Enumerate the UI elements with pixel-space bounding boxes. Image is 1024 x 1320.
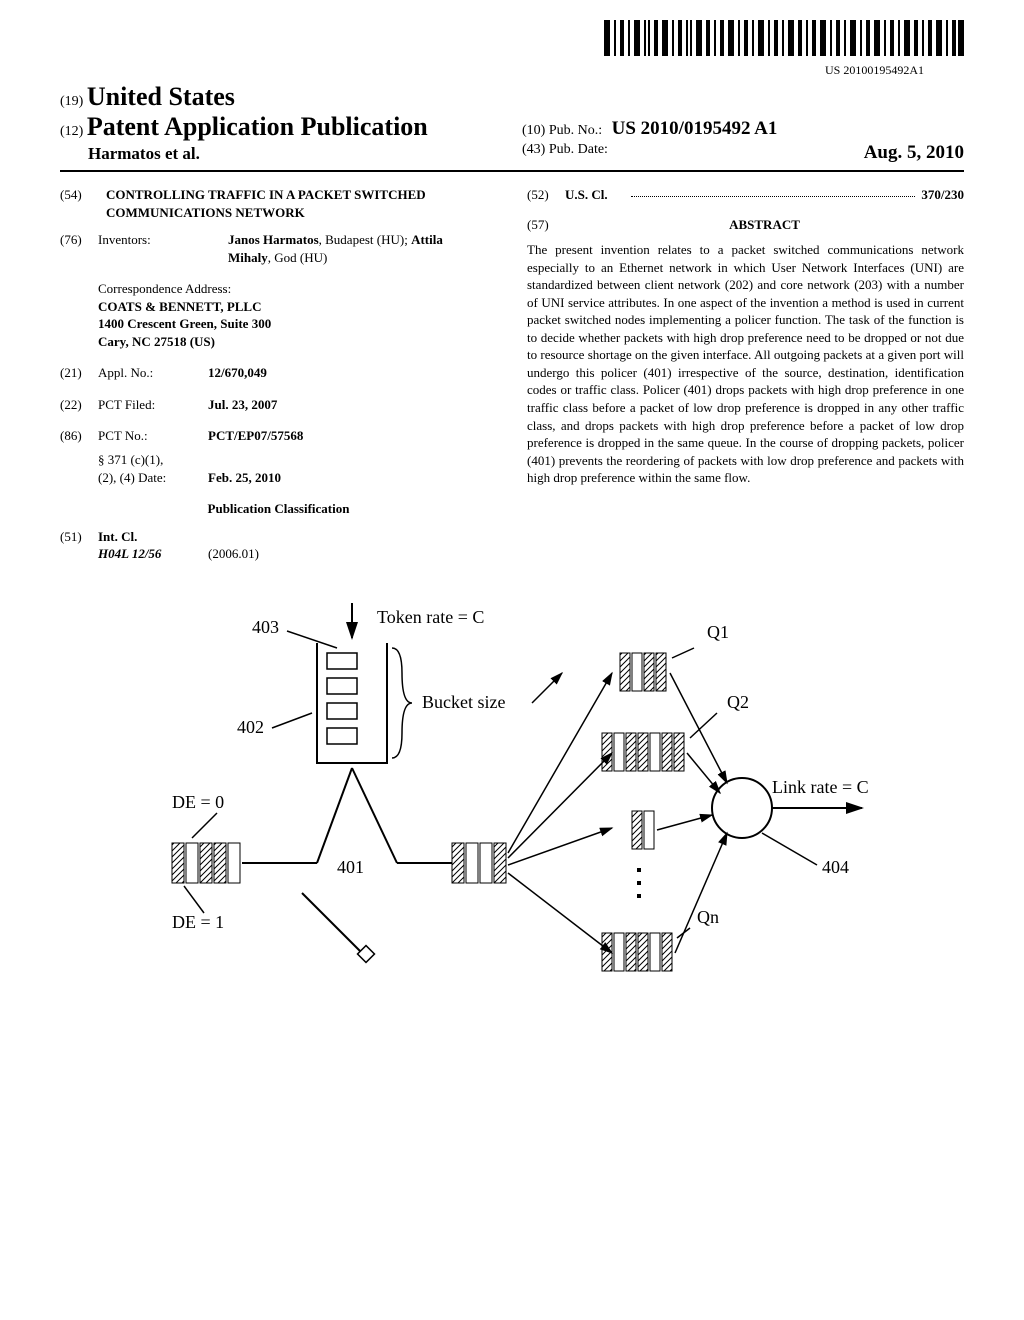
inv2-loc: , God (HU): [268, 250, 328, 265]
corr-line-2: 1400 Crescent Green, Suite 300: [98, 315, 497, 333]
pub-type: Patent Application Publication: [87, 112, 428, 141]
intcl-sub: H04L 12/56 (2006.01): [98, 545, 497, 563]
code-10: (10): [522, 123, 545, 138]
code-51: (51): [60, 528, 98, 546]
code-57: (57): [527, 216, 565, 242]
uscl-label: U.S. Cl.: [565, 186, 625, 204]
figure-diagram: Token rate = C 403 Bucket size 402 DE = …: [142, 593, 882, 1013]
fig-label-403: 403: [252, 617, 279, 637]
title: CONTROLLING TRAFFIC IN A PACKET SWITCHED…: [98, 186, 497, 221]
fig-q3: [632, 811, 654, 849]
inventors-label: Inventors:: [98, 231, 228, 266]
corr-line-1: COATS & BENNETT, PLLC: [98, 298, 497, 316]
header-left: (19) United States (12) Patent Applicati…: [60, 82, 502, 164]
pub-date: Aug. 5, 2010: [864, 142, 964, 164]
fig-qn-label: Qn: [697, 907, 719, 927]
country-line: (19) United States: [60, 82, 502, 112]
pub-date-line: (43) Pub. Date: Aug. 5, 2010: [522, 142, 964, 164]
pub-no-label: Pub. No.:: [549, 123, 602, 138]
pub-date-label: Pub. Date:: [549, 142, 608, 157]
barcode-area: US 20100195492A1: [60, 20, 964, 78]
pct-filed-row: (22) PCT Filed: Jul. 23, 2007: [60, 396, 497, 414]
fig-de0: DE = 0: [172, 792, 224, 812]
pub-class-heading: Publication Classification: [60, 500, 497, 518]
s371-label: § 371 (c)(1),: [98, 451, 497, 469]
pct-no: PCT/EP07/57568: [208, 427, 303, 445]
header-row: (19) United States (12) Patent Applicati…: [60, 82, 964, 164]
fig-q2: [602, 733, 684, 771]
appl-no-label: Appl. No.:: [98, 364, 208, 382]
intcl-class: H04L 12/56: [98, 545, 208, 563]
fig-qn: [602, 933, 672, 971]
code-86: (86): [60, 427, 98, 445]
code-21: (21): [60, 364, 98, 382]
inventors-value: Janos Harmatos, Budapest (HU); Attila Mi…: [228, 231, 468, 266]
uscl-val: 370/230: [921, 186, 964, 204]
correspondence-block: Correspondence Address: COATS & BENNETT,…: [98, 280, 497, 350]
abstract-heading-row: (57) ABSTRACT: [527, 216, 964, 242]
fig-mid-queue: [452, 843, 506, 883]
fig-label-401: 401: [337, 857, 364, 877]
appl-no: 12/670,049: [208, 364, 267, 382]
code-54: (54): [60, 186, 98, 221]
figure-area: Token rate = C 403 Bucket size 402 DE = …: [60, 593, 964, 1018]
code-43: (43): [522, 142, 545, 157]
pct-filed: Jul. 23, 2007: [208, 396, 277, 414]
uscl-row: (52) U.S. Cl. 370/230: [527, 186, 964, 204]
right-column: (52) U.S. Cl. 370/230 (57) ABSTRACT The …: [527, 186, 964, 563]
patent-page: US 20100195492A1 (19) United States (12)…: [0, 0, 1024, 1058]
s371-sub: (2), (4) Date:: [98, 469, 208, 487]
fig-label-404: 404: [822, 857, 849, 877]
inv1-name: Janos Harmatos: [228, 232, 319, 247]
barcode-icon: [604, 20, 964, 56]
code-76: (76): [60, 231, 98, 266]
pct-filed-label: PCT Filed:: [98, 396, 208, 414]
s371-block: § 371 (c)(1), (2), (4) Date: Feb. 25, 20…: [98, 451, 497, 486]
code-22: (22): [60, 396, 98, 414]
abstract-heading: ABSTRACT: [565, 216, 964, 234]
fig-bucket-size: Bucket size: [422, 692, 505, 712]
inventors-block: (76) Inventors: Janos Harmatos, Budapest…: [60, 231, 497, 266]
abstract-text: The present invention relates to a packe…: [527, 241, 964, 487]
fig-token-rate: Token rate = C: [377, 607, 484, 627]
fig-q1: [620, 653, 666, 691]
fig-label-402: 402: [237, 717, 264, 737]
pub-no: US 2010/0195492 A1: [612, 118, 778, 139]
intcl-date: (2006.01): [208, 545, 259, 563]
pct-no-label: PCT No.:: [98, 427, 208, 445]
title-block: (54) CONTROLLING TRAFFIC IN A PACKET SWI…: [60, 186, 497, 221]
biblio-columns: (54) CONTROLLING TRAFFIC IN A PACKET SWI…: [60, 186, 964, 563]
fig-link-rate: Link rate = C: [772, 777, 869, 797]
code-12: (12): [60, 124, 83, 139]
code-52: (52): [527, 186, 565, 204]
appl-no-row: (21) Appl. No.: 12/670,049: [60, 364, 497, 382]
authors-line: Harmatos et al.: [60, 144, 502, 164]
uscl-dots: [631, 186, 915, 197]
pub-type-line: (12) Patent Application Publication: [60, 112, 502, 142]
fig-q1-label: Q1: [707, 622, 729, 642]
country-name: United States: [87, 82, 235, 111]
intcl-label: Int. Cl.: [98, 528, 137, 546]
pub-no-line: (10) Pub. No.: US 2010/0195492 A1: [522, 118, 964, 140]
intcl-row: (51) Int. Cl.: [60, 528, 497, 546]
corr-label: Correspondence Address:: [98, 280, 497, 298]
corr-line-3: Cary, NC 27518 (US): [98, 333, 497, 351]
fig-input-queue: [172, 843, 240, 883]
header-right: (10) Pub. No.: US 2010/0195492 A1 (43) P…: [502, 118, 964, 164]
fig-de1: DE = 1: [172, 912, 224, 932]
s371-date: Feb. 25, 2010: [208, 469, 281, 487]
inv1-loc: , Budapest (HU);: [319, 232, 408, 247]
code-19: (19): [60, 94, 83, 109]
pct-no-row: (86) PCT No.: PCT/EP07/57568: [60, 427, 497, 445]
barcode-text: US 20100195492A1: [60, 63, 924, 78]
left-column: (54) CONTROLLING TRAFFIC IN A PACKET SWI…: [60, 186, 497, 563]
fig-q2-label: Q2: [727, 692, 749, 712]
header-divider: [60, 170, 964, 172]
